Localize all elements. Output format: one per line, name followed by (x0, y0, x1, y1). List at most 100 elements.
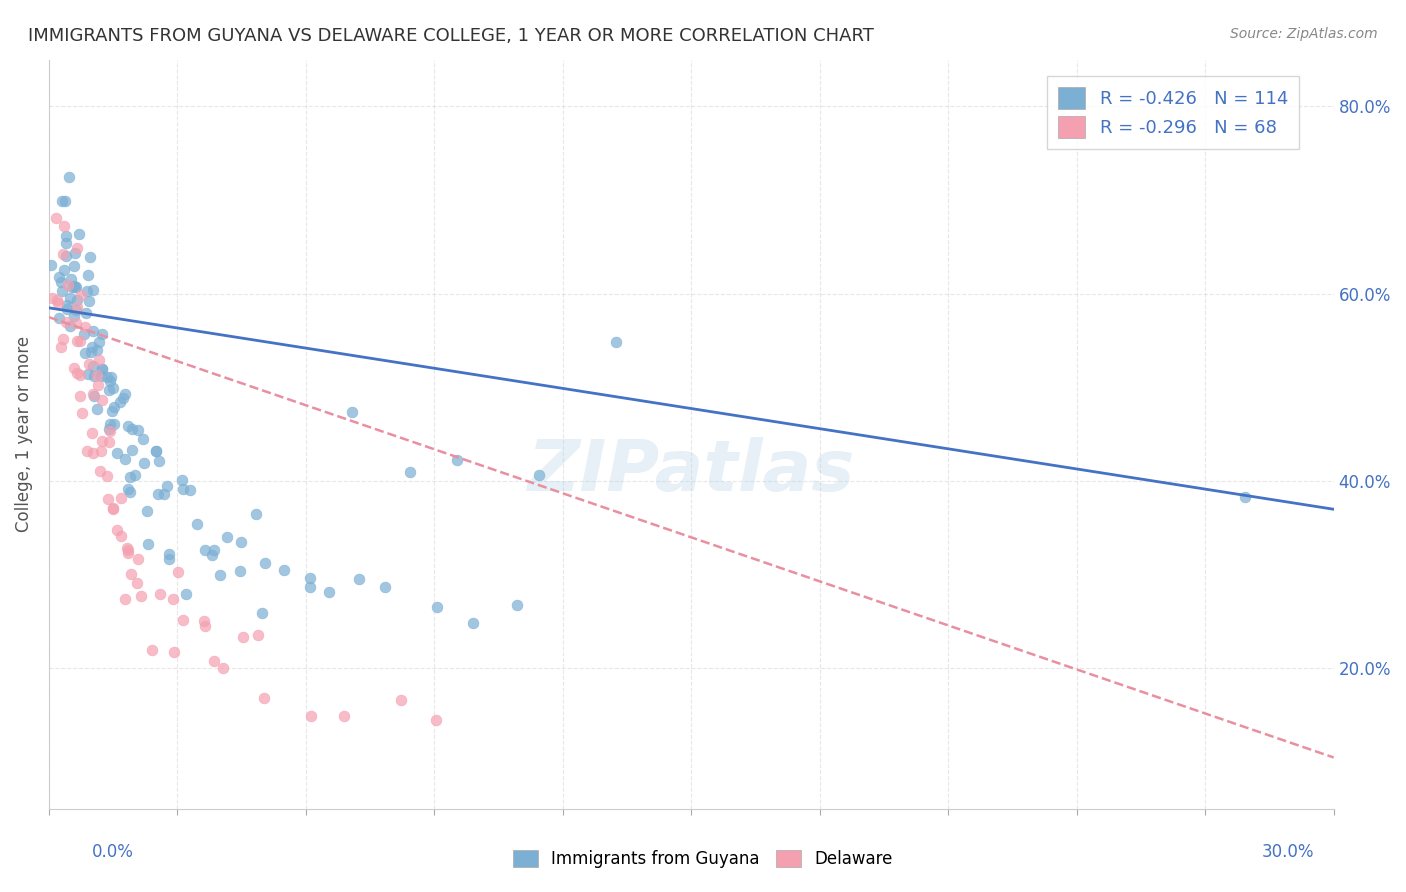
Point (65, 280, 87, 294)
Point (163, 645, 186, 659)
Point (82, 359, 104, 373)
Point (202, 654, 225, 668)
Point (156, 479, 179, 493)
Point (349, 572, 371, 586)
Point (51, 340, 73, 354)
Point (201, 548, 224, 562)
Point (121, 442, 143, 457)
Point (301, 708, 323, 723)
Text: IMMIGRANTS FROM GUYANA VS DELAWARE COLLEGE, 1 YEAR OR MORE CORRELATION CHART: IMMIGRANTS FROM GUYANA VS DELAWARE COLLE… (28, 27, 875, 45)
Point (80, 425, 103, 440)
Point (52, 246, 75, 260)
Point (146, 487, 169, 501)
Point (69, 334, 91, 348)
Point (333, 709, 356, 723)
Point (98, 424, 121, 438)
Point (125, 576, 148, 591)
Point (58, 169, 80, 184)
Point (211, 661, 233, 675)
Point (229, 564, 252, 578)
Point (66, 334, 89, 348)
Point (55, 249, 77, 263)
Point (135, 504, 157, 518)
Point (65, 280, 87, 294)
Point (77, 357, 100, 371)
Point (117, 546, 139, 560)
Point (52, 332, 75, 346)
Point (82, 386, 104, 401)
Point (96, 370, 118, 384)
Point (65, 293, 87, 307)
Point (110, 395, 132, 409)
Point (58, 277, 80, 292)
Point (250, 607, 273, 621)
Point (48, 296, 70, 310)
Text: Source: ZipAtlas.com: Source: ZipAtlas.com (1230, 27, 1378, 41)
Point (529, 468, 551, 483)
Point (157, 547, 180, 561)
Text: 30.0%: 30.0% (1263, 843, 1315, 861)
Point (605, 334, 627, 349)
Point (90, 392, 112, 407)
Point (46, 293, 69, 307)
Point (105, 524, 128, 538)
Point (91, 361, 114, 376)
Point (217, 530, 239, 544)
Point (208, 567, 231, 582)
Point (273, 563, 295, 577)
Point (232, 630, 254, 644)
Y-axis label: College, 1 year or more: College, 1 year or more (15, 336, 32, 533)
Point (97, 491, 120, 506)
Point (86, 343, 108, 358)
Point (98, 374, 121, 388)
Point (118, 485, 141, 500)
Point (194, 619, 217, 633)
Point (83, 389, 105, 403)
Point (80, 340, 103, 354)
Point (63, 246, 86, 260)
Point (53, 263, 76, 277)
Point (157, 552, 180, 566)
Point (172, 482, 194, 496)
Point (87, 377, 110, 392)
Point (48, 311, 70, 326)
Point (76, 444, 98, 458)
Point (98, 417, 121, 431)
Point (70, 288, 93, 302)
Point (149, 587, 172, 601)
Point (55, 314, 77, 328)
Point (145, 444, 167, 458)
Point (75, 319, 97, 334)
Point (254, 556, 277, 570)
Point (426, 599, 449, 614)
Point (90, 327, 112, 342)
Point (100, 403, 122, 417)
Point (152, 487, 174, 501)
Point (82, 446, 104, 460)
Point (51, 284, 73, 298)
Point (103, 401, 125, 415)
Point (70, 406, 93, 420)
Point (65, 302, 87, 317)
Point (253, 691, 276, 706)
Point (98, 383, 121, 397)
Text: ZIPatlas: ZIPatlas (527, 437, 855, 507)
Point (53, 194, 76, 208)
Point (66, 241, 89, 255)
Point (75, 306, 97, 320)
Point (186, 517, 208, 532)
Point (69, 389, 91, 403)
Point (63, 278, 86, 293)
Point (127, 551, 149, 566)
Point (318, 584, 340, 599)
Point (87, 353, 110, 368)
Point (141, 643, 163, 657)
Point (87, 335, 110, 350)
Point (60, 272, 83, 286)
Point (115, 541, 138, 555)
Point (100, 370, 122, 384)
Point (79, 250, 101, 264)
Point (90, 444, 112, 458)
Point (114, 386, 136, 401)
Text: 0.0%: 0.0% (91, 843, 134, 861)
